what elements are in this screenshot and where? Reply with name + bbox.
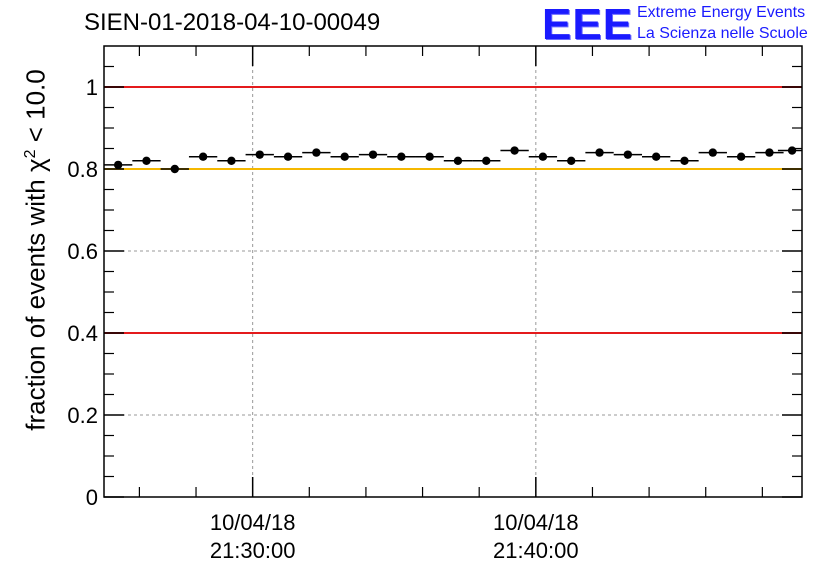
data-points — [104, 146, 802, 174]
eee-logo: EEE Extreme Energy Events La Scienza nel… — [542, 0, 832, 49]
x-tick-date: 10/04/18 — [209, 510, 296, 535]
data-point-18 — [623, 150, 633, 159]
grid-lines — [104, 46, 802, 497]
y-axis-label-threshold: < 10.0 — [20, 69, 51, 150]
x-tick-date: 10/04/18 — [492, 510, 579, 535]
y-tick-label-5: 1 — [86, 75, 98, 100]
data-point-14 — [510, 146, 519, 155]
data-point-12 — [453, 156, 463, 165]
data-point-4 — [227, 156, 236, 165]
x-tick-label-1: 10/04/18 21:40:00 — [493, 509, 579, 565]
data-point-5 — [255, 150, 264, 159]
y-axis-label-text: fraction of events with — [20, 172, 51, 431]
data-point-7 — [312, 148, 321, 157]
y-axis-label-symbol: χ — [20, 158, 51, 173]
data-point-19 — [651, 152, 661, 161]
reference-lines — [104, 86, 802, 334]
logo-text-line1: Extreme Energy Events — [637, 4, 806, 21]
data-point-15 — [538, 152, 548, 161]
x-tick-time: 21:30:00 — [209, 538, 296, 563]
axis-ticks: 0 0.2 0.4 0.6 0.8 1 — [67, 46, 802, 510]
data-point-16 — [567, 156, 576, 165]
data-point-8 — [340, 152, 349, 161]
y-axis-label-superscript: 2 — [21, 149, 39, 159]
chart-title: SIEN-01-2018-04-10-00049 — [84, 9, 381, 36]
data-point-20 — [680, 156, 689, 165]
data-point-23 — [765, 148, 774, 157]
y-tick-label-3: 0.6 — [67, 239, 98, 264]
data-point-17 — [595, 148, 604, 157]
data-point-13 — [482, 156, 491, 165]
data-point-24 — [787, 146, 797, 155]
data-point-21 — [708, 148, 718, 157]
data-point-0 — [113, 160, 123, 170]
data-point-9 — [368, 150, 378, 159]
y-tick-label-2: 0.4 — [67, 321, 98, 346]
data-point-22 — [736, 152, 746, 161]
logo-text-line2: La Scienza nelle Scuole — [637, 25, 808, 42]
x-tick-label-0: 10/04/18 21:30:00 — [210, 509, 296, 565]
data-point-11 — [425, 152, 434, 161]
y-tick-label-4: 0.8 — [67, 157, 98, 182]
data-point-6 — [283, 152, 293, 161]
y-axis-label: fraction of events with χ2 < 10.0 — [21, 69, 52, 430]
data-point-1 — [142, 156, 151, 165]
eee-logo-mark: EEE — [542, 0, 634, 49]
data-point-2 — [170, 164, 179, 174]
plot-frame — [103, 45, 803, 498]
y-tick-label-0: 0 — [86, 485, 98, 510]
y-tick-label-1: 0.2 — [67, 403, 98, 428]
x-tick-time: 21:40:00 — [492, 538, 579, 563]
data-point-10 — [397, 152, 406, 161]
data-point-3 — [198, 152, 208, 161]
